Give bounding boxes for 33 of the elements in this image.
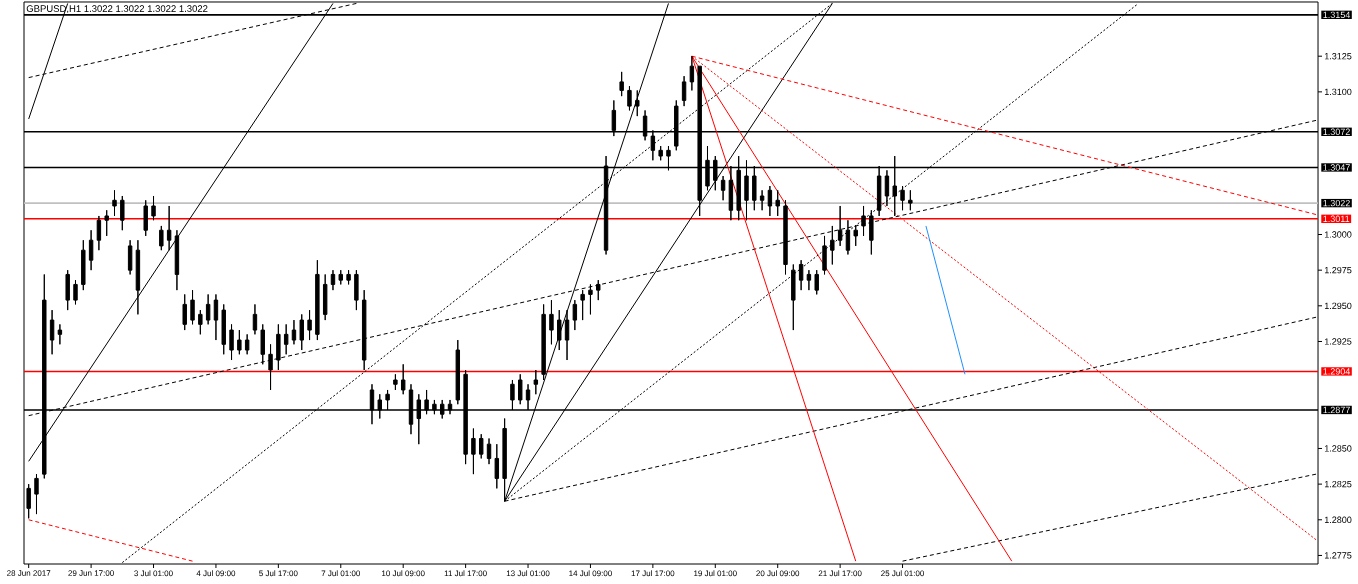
x-tick-label: 21 Jul 17:00 <box>818 570 862 577</box>
x-tick-label: 25 Jul 01:00 <box>881 570 925 577</box>
y-tick-label: 1.2850 <box>1324 445 1352 452</box>
x-tick-label: 19 Jul 01:00 <box>694 570 737 577</box>
ref-line-label: 1.2877 <box>1323 406 1350 414</box>
x-tick-label: 14 Jul 09:00 <box>569 570 612 577</box>
chart-title: GBPUSD,H1 1.3022 1.3022 1.3022 1.3022 <box>26 5 208 14</box>
x-tick-label: 10 Jul 09:00 <box>382 570 425 577</box>
ref-line-label: 1.2904 <box>1323 368 1351 375</box>
y-tick-label: 1.2975 <box>1324 266 1352 274</box>
x-tick-label: 7 Jul 01:00 <box>321 570 361 577</box>
y-tick-label: 1.2950 <box>1324 302 1352 309</box>
ref-line-label: 1.3022 <box>1323 199 1350 207</box>
y-tick-label: 1.2825 <box>1324 480 1352 488</box>
y-tick-label: 1.2800 <box>1324 516 1352 523</box>
ref-line-label: 1.3047 <box>1323 164 1350 171</box>
x-tick-label: 4 Jul 09:00 <box>196 570 236 577</box>
y-tick-label: 1.2775 <box>1324 552 1352 559</box>
x-tick-label: 28 Jun 2017 <box>7 570 51 576</box>
x-tick-label: 29 Jun 17:00 <box>68 570 114 576</box>
ref-line-label: 1.3072 <box>1323 128 1350 135</box>
x-tick-label: 20 Jul 09:00 <box>756 570 800 577</box>
x-tick-label: 17 Jul 17:00 <box>631 570 675 577</box>
ref-line-label: 1.3154 <box>1323 11 1351 19</box>
x-tick-label: 3 Jul 01:00 <box>134 570 173 577</box>
y-tick-label: 1.3125 <box>1324 53 1352 60</box>
ref-line-label: 1.3011 <box>1323 215 1350 222</box>
y-tick-label: 1.3100 <box>1324 88 1352 96</box>
x-tick-label: 5 Jul 17:00 <box>259 570 298 577</box>
x-tick-label: 13 Jul 01:00 <box>506 570 550 577</box>
y-tick-label: 1.2925 <box>1324 338 1352 345</box>
x-tick-label: 11 Jul 17:00 <box>444 570 487 577</box>
y-tick-label: 1.3000 <box>1324 231 1352 238</box>
